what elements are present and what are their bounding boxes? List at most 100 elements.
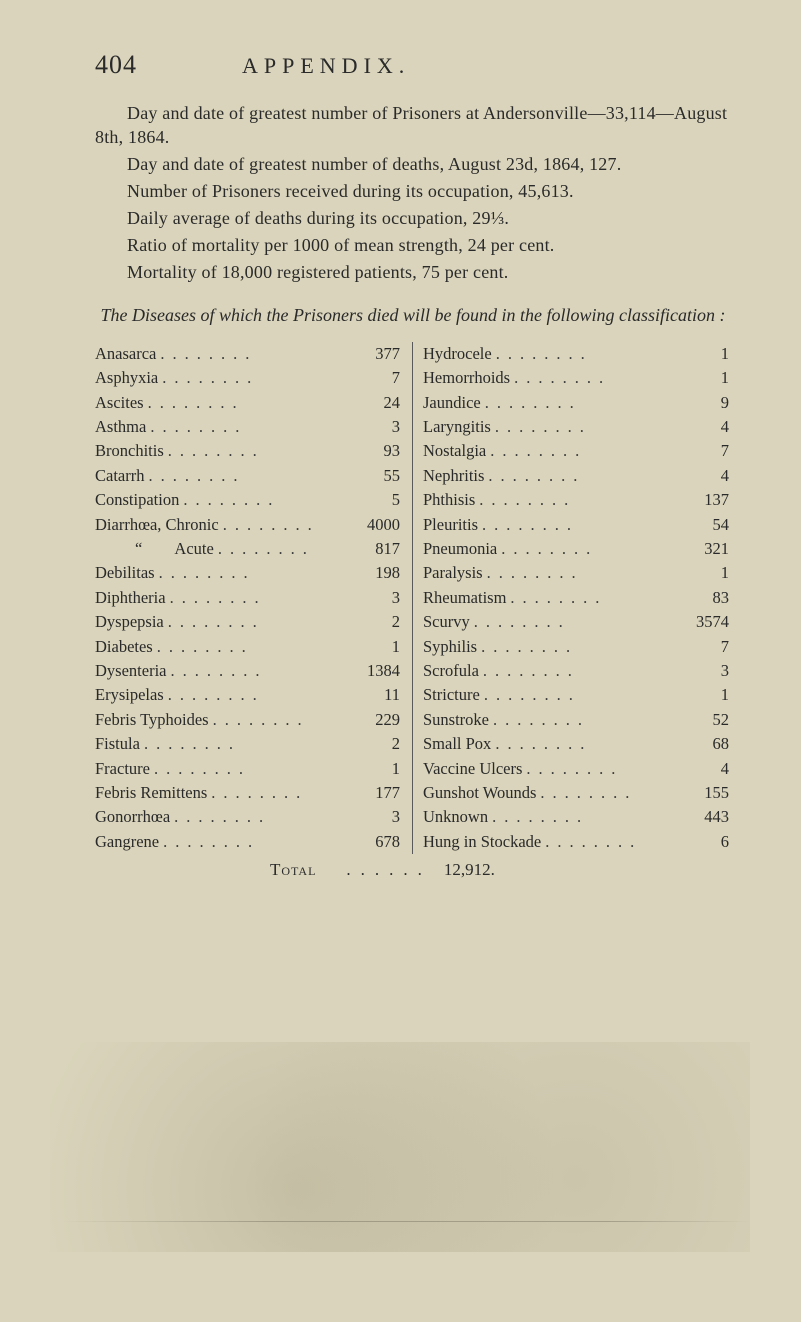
- table-row: Sunstroke........52: [423, 708, 731, 732]
- disease-label: Dyspepsia: [95, 610, 164, 634]
- disease-value: 1: [679, 561, 731, 585]
- leader-dots: ........: [166, 586, 350, 610]
- disease-label: Ascites: [95, 391, 144, 415]
- disease-value: 7: [679, 439, 731, 463]
- leader-dots: ........: [214, 537, 350, 561]
- disease-label: Hemorrhoids: [423, 366, 510, 390]
- leader-dots: ........: [497, 537, 679, 561]
- leader-dots: ........: [140, 732, 350, 756]
- disease-value: 443: [679, 805, 731, 829]
- disease-label: Scrofula: [423, 659, 479, 683]
- leader-dots: ........: [155, 561, 350, 585]
- disease-label: Fistula: [95, 732, 140, 756]
- paragraph-5: Ratio of mortality per 1000 of mean stre…: [95, 234, 731, 258]
- table-row: Asthma........3: [95, 415, 402, 439]
- leader-dots: ........: [491, 732, 679, 756]
- leader-dots: ........: [146, 415, 350, 439]
- table-row: Febris Typhoides........229: [95, 708, 402, 732]
- disease-label: Anasarca: [95, 342, 156, 366]
- table-row: Diarrhœa, Chronic........4000: [95, 513, 402, 537]
- page-baseline: [60, 1221, 750, 1222]
- disease-label: Gonorrhœa: [95, 805, 170, 829]
- total-label: Total: [270, 860, 316, 880]
- leader-dots: ........: [522, 757, 679, 781]
- disease-value: 1: [679, 366, 731, 390]
- disease-label: Paralysis: [423, 561, 483, 585]
- page: 404 APPENDIX. Day and date of greatest n…: [0, 0, 801, 1322]
- leader-dots: ........: [150, 757, 350, 781]
- leader-dots: ........: [144, 391, 350, 415]
- disease-label: Phthisis: [423, 488, 475, 512]
- table-row: Pleuritis........54: [423, 513, 731, 537]
- table-row: Bronchitis........93: [95, 439, 402, 463]
- disease-label: Laryngitis: [423, 415, 491, 439]
- disease-label: Jaundice: [423, 391, 481, 415]
- table-row: Ascites........24: [95, 391, 402, 415]
- table-column-right: Hydrocele........1Hemorrhoids........1Ja…: [413, 342, 731, 855]
- leader-dots: ........: [477, 635, 679, 659]
- table-row: Vaccine Ulcers........4: [423, 757, 731, 781]
- disease-value: 1384: [350, 659, 402, 683]
- table-row: Nephritis........4: [423, 464, 731, 488]
- disease-value: 9: [679, 391, 731, 415]
- leader-dots: ........: [164, 439, 350, 463]
- disease-value: 3574: [679, 610, 731, 634]
- leader-dots: ........: [158, 366, 350, 390]
- table-row: Pneumonia........321: [423, 537, 731, 561]
- disease-label: Diarrhœa, Chronic: [95, 513, 219, 537]
- disease-value: 229: [350, 708, 402, 732]
- leader-dots: ........: [483, 561, 679, 585]
- paragraph-2: Day and date of greatest number of death…: [95, 153, 731, 177]
- disease-label: Febris Typhoides: [95, 708, 209, 732]
- table-row: Nostalgia........7: [423, 439, 731, 463]
- disease-value: 52: [679, 708, 731, 732]
- table-row: Scrofula........3: [423, 659, 731, 683]
- table-row: Gunshot Wounds........155: [423, 781, 731, 805]
- table-row: Paralysis........1: [423, 561, 731, 585]
- disease-label: Scurvy: [423, 610, 470, 634]
- total-value: 12,912.: [444, 860, 495, 880]
- disease-value: 4: [679, 464, 731, 488]
- disease-value: 4: [679, 415, 731, 439]
- leader-dots: ........: [164, 610, 350, 634]
- leader-dots: ........: [480, 683, 679, 707]
- table-row: Diabetes........1: [95, 635, 402, 659]
- leader-dots: ........: [219, 513, 350, 537]
- leader-dots: ........: [492, 342, 679, 366]
- table-row: Anasarca........377: [95, 342, 402, 366]
- table-row: Erysipelas........11: [95, 683, 402, 707]
- table-row: Stricture........1: [423, 683, 731, 707]
- leader-dots: ........: [470, 610, 679, 634]
- table-row: Phthisis........137: [423, 488, 731, 512]
- leader-dots: ........: [489, 708, 679, 732]
- leader-dots: ........: [156, 342, 350, 366]
- leader-dots: ........: [479, 659, 679, 683]
- disease-label: Nostalgia: [423, 439, 486, 463]
- disease-value: 93: [350, 439, 402, 463]
- disease-value: 1: [679, 342, 731, 366]
- disease-value: 377: [350, 342, 402, 366]
- leader-dots: ........: [159, 830, 350, 854]
- page-stain: [50, 1042, 750, 1252]
- disease-value: 3: [350, 586, 402, 610]
- leader-dots: ........: [481, 391, 679, 415]
- disease-label: Gangrene: [95, 830, 159, 854]
- leader-dots: ........: [484, 464, 679, 488]
- table-row: Gonorrhœa........3: [95, 805, 402, 829]
- disease-label: Constipation: [95, 488, 179, 512]
- page-header: 404 APPENDIX.: [95, 50, 731, 80]
- total-dots: ......: [346, 860, 432, 880]
- leader-dots: ........: [541, 830, 679, 854]
- table-row: Hemorrhoids........1: [423, 366, 731, 390]
- disease-label: Stricture: [423, 683, 480, 707]
- disease-value: 83: [679, 586, 731, 610]
- leader-dots: ........: [164, 683, 350, 707]
- disease-value: 198: [350, 561, 402, 585]
- leader-dots: ........: [144, 464, 350, 488]
- page-number: 404: [95, 50, 137, 80]
- table-row: Jaundice........9: [423, 391, 731, 415]
- disease-label: Rheumatism: [423, 586, 506, 610]
- table-row: Dysenteria........1384: [95, 659, 402, 683]
- leader-dots: ........: [170, 805, 350, 829]
- table-row: Scurvy........3574: [423, 610, 731, 634]
